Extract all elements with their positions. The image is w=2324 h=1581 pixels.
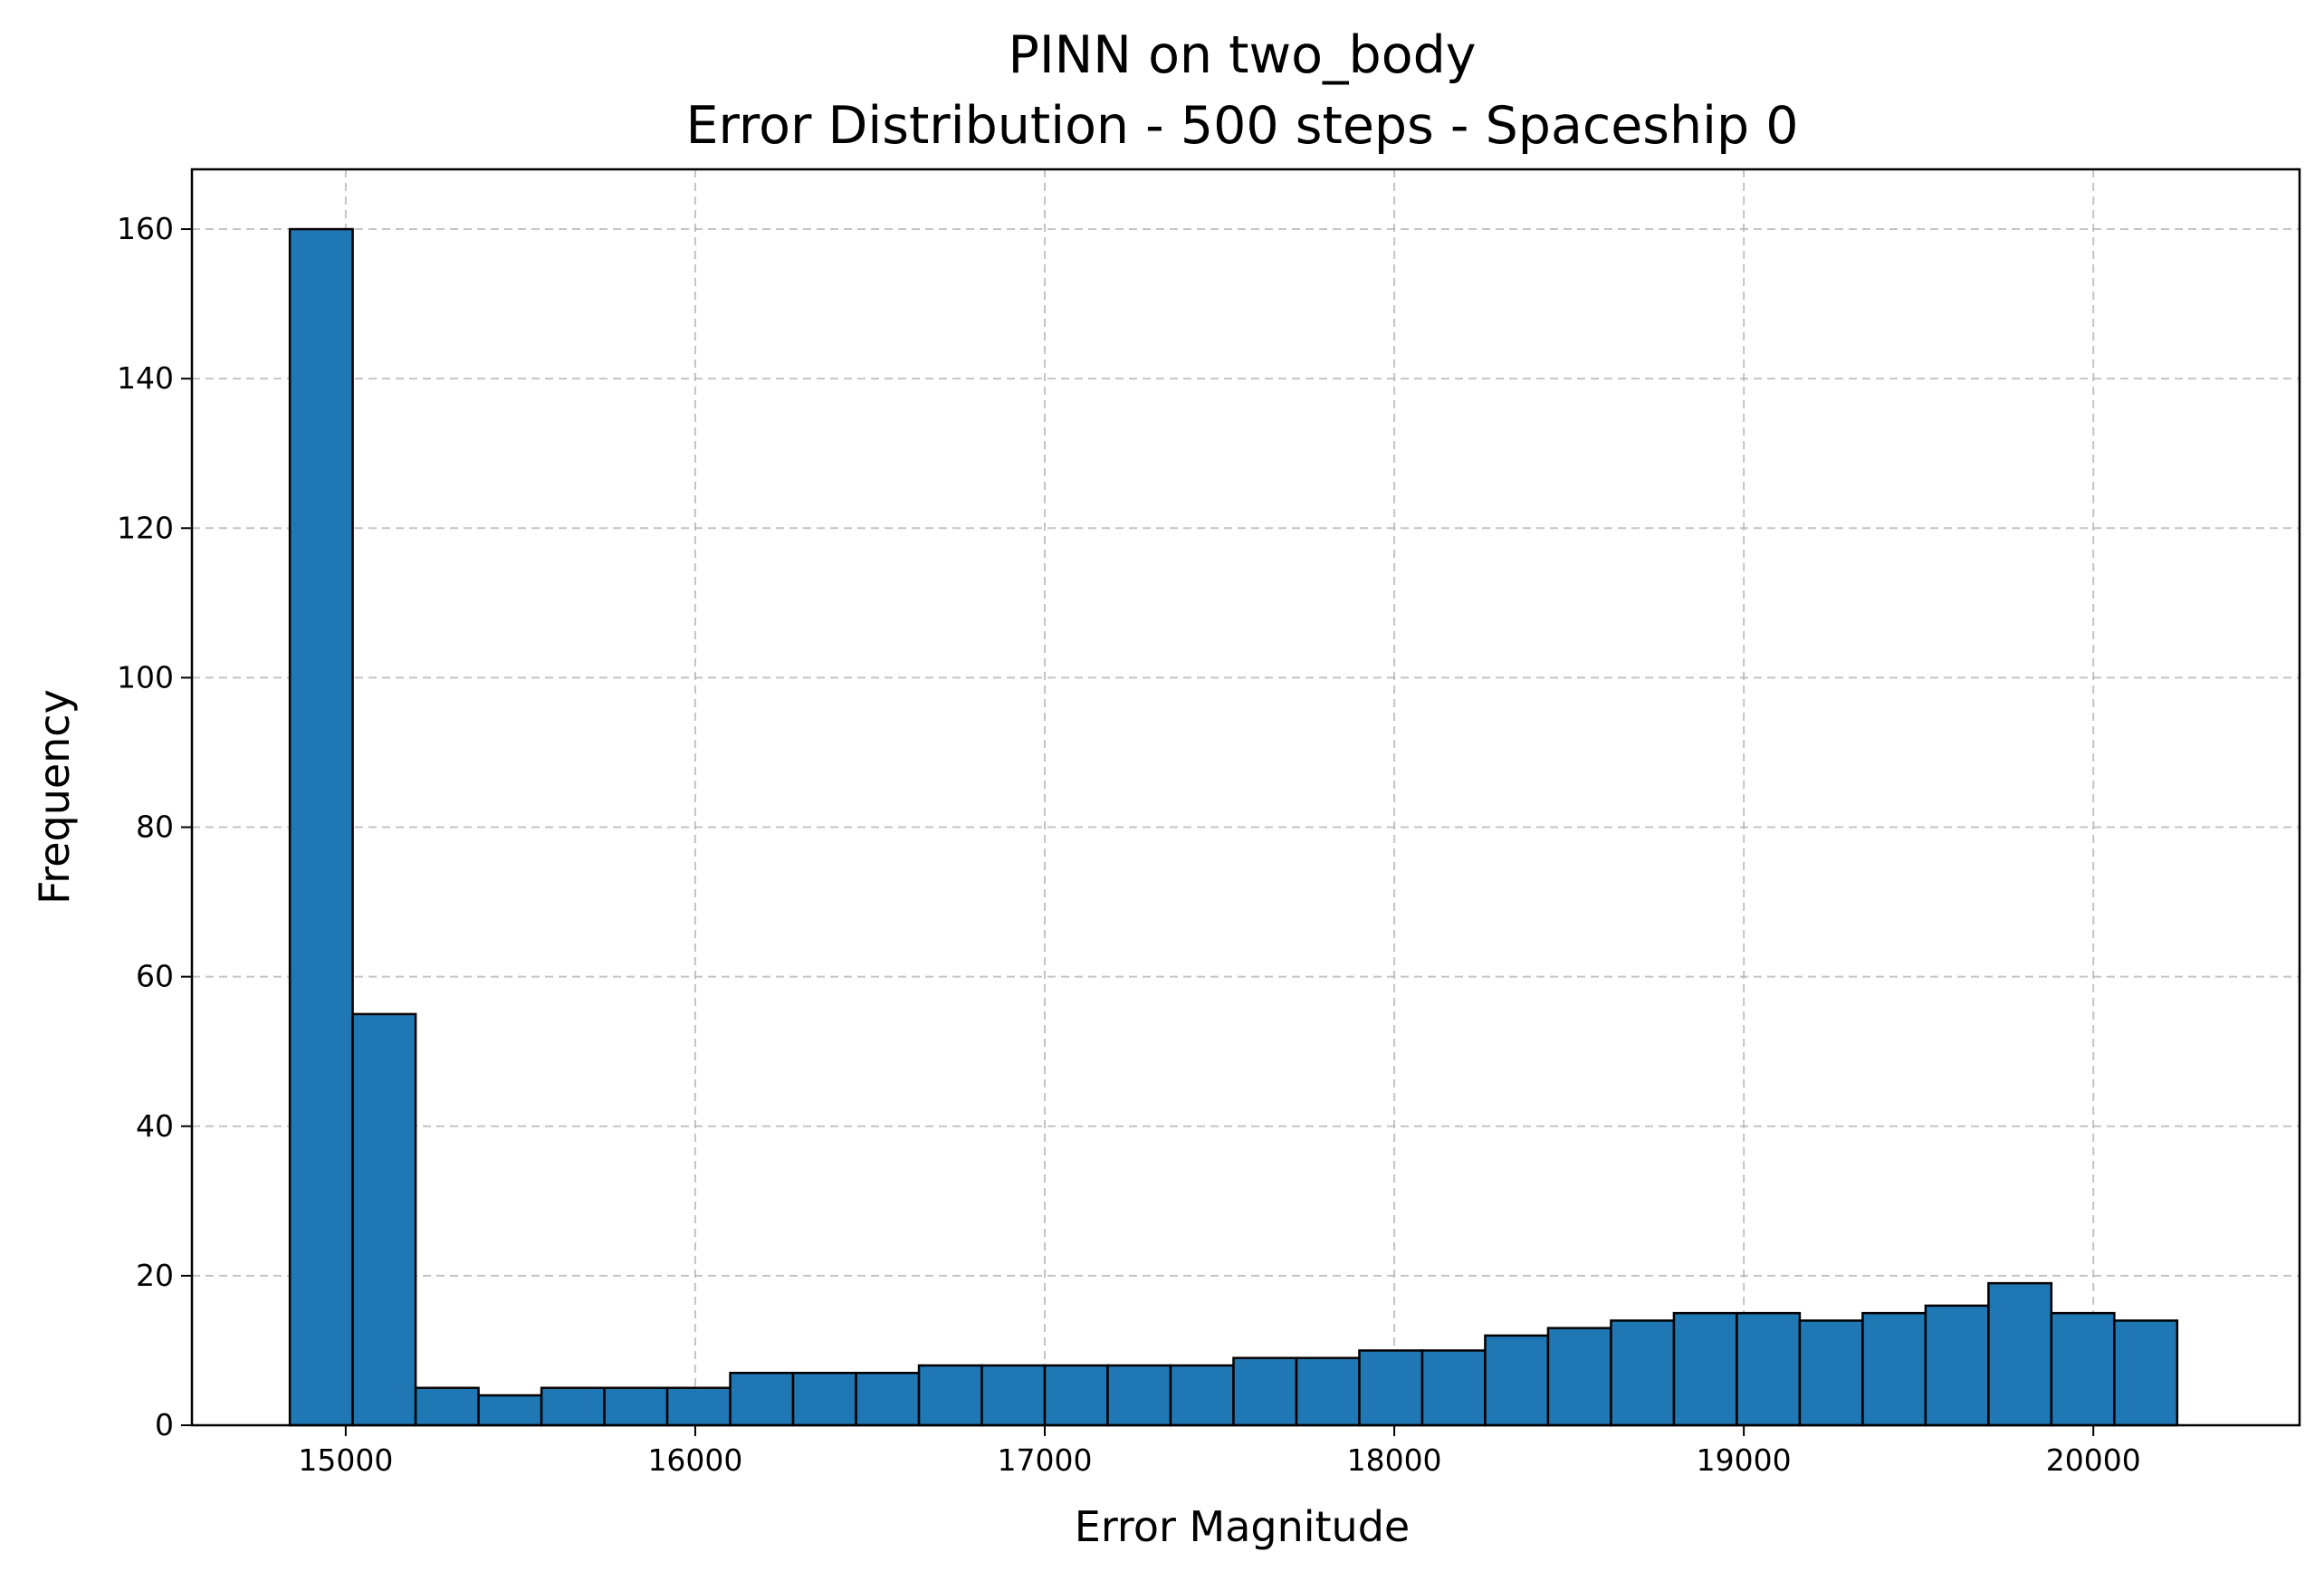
x-tick-label: 19000	[1697, 1442, 1792, 1478]
y-tick-label: 80	[136, 810, 174, 845]
histogram-bar	[1106, 1364, 1172, 1427]
y-tick-label: 20	[136, 1258, 174, 1293]
grid-lines	[192, 169, 2300, 1426]
histogram-bar	[414, 1386, 480, 1427]
histogram-bar	[2113, 1319, 2179, 1427]
histogram-bar	[1358, 1349, 1424, 1427]
y-tick-label: 160	[117, 211, 174, 246]
x-tick-label: 17000	[998, 1442, 1093, 1478]
y-tick-label: 0	[155, 1407, 174, 1442]
x-tick-label: 16000	[647, 1442, 742, 1478]
histogram-bar	[1987, 1281, 2053, 1427]
plot-frame	[190, 168, 2301, 1427]
chart-title: PINN on two_body	[1008, 25, 1476, 85]
y-tick-label: 40	[136, 1108, 174, 1144]
histogram-bar	[729, 1371, 795, 1427]
x-tick-label: 18000	[1347, 1442, 1442, 1478]
histogram-bar	[1924, 1304, 1990, 1427]
histogram-bars	[288, 227, 2179, 1427]
histogram-bar	[917, 1364, 983, 1427]
histogram-bar	[2050, 1311, 2116, 1427]
histogram-bar	[1484, 1334, 1550, 1427]
histogram-bar	[665, 1386, 732, 1427]
histogram-bar	[855, 1371, 921, 1427]
histogram-bar	[791, 1371, 857, 1427]
x-tick-label: 15000	[298, 1442, 393, 1478]
histogram-bar	[1169, 1364, 1235, 1427]
histogram-bar	[477, 1394, 543, 1427]
histogram-bar	[1295, 1356, 1361, 1427]
chart-subtitle: Error Distribution - 500 steps - Spacesh…	[685, 96, 1798, 156]
axis-ticks: 15000 16000 17000 18000 19000 20000 0 20 40 60 80 1…	[117, 211, 2141, 1478]
y-axis-label: Frequency	[30, 689, 79, 905]
y-tick-label: 120	[117, 510, 174, 545]
histogram-bar	[1861, 1311, 1927, 1427]
histogram-bar	[1798, 1319, 1864, 1427]
histogram-bar	[980, 1364, 1047, 1427]
y-tick-label: 100	[117, 659, 174, 695]
histogram-bar	[1546, 1327, 1612, 1427]
histogram-bar	[1736, 1311, 1802, 1427]
x-tick-label: 20000	[2046, 1442, 2141, 1478]
histogram-bar	[1610, 1319, 1676, 1427]
histogram-bar	[1232, 1356, 1298, 1427]
histogram-bar	[288, 227, 354, 1427]
y-tick-label: 60	[136, 959, 174, 994]
histogram-bar	[351, 1012, 417, 1427]
y-tick-label: 140	[117, 360, 174, 396]
x-axis-label: Error Magnitude	[1075, 1502, 1410, 1551]
histogram-bar	[1672, 1311, 1738, 1427]
histogram-bar	[603, 1386, 669, 1427]
histogram-bar	[540, 1386, 606, 1427]
histogram-bar	[1043, 1364, 1109, 1427]
histogram-bar	[1420, 1349, 1487, 1427]
